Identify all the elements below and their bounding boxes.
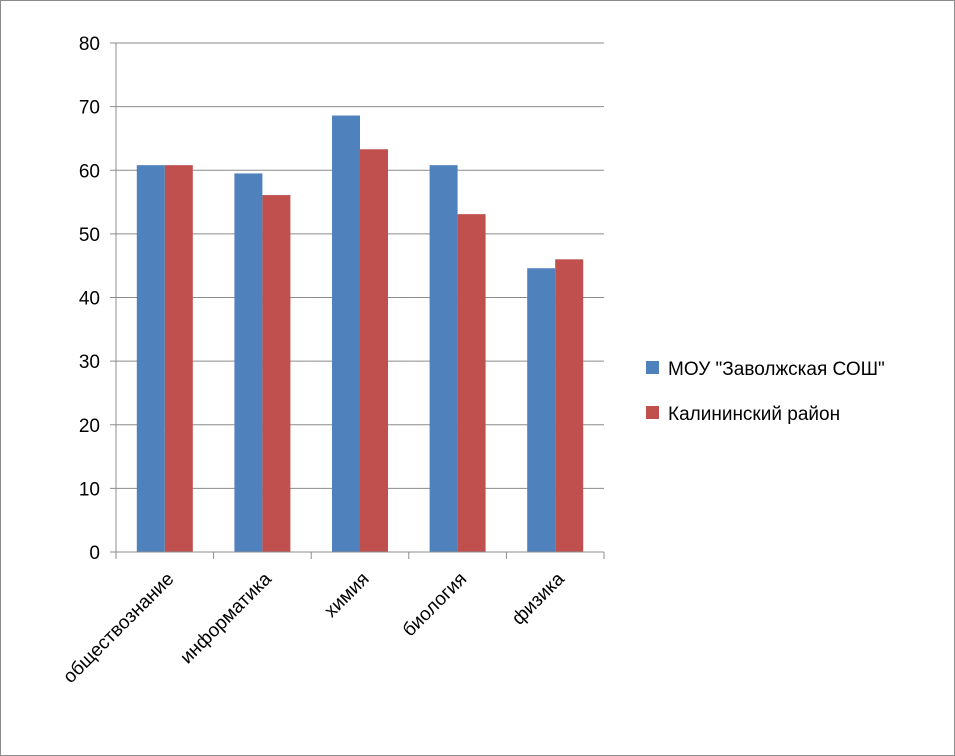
y-tick-label: 70 — [79, 98, 100, 119]
y-tick-label: 60 — [79, 161, 100, 182]
y-tick-label: 0 — [89, 543, 100, 564]
bar-district-0 — [164, 165, 193, 552]
legend-swatch — [646, 406, 659, 419]
bars — [136, 115, 584, 552]
x-category-label: обществознание — [59, 569, 178, 688]
bar-school-2 — [332, 115, 360, 552]
x-category-label: химия — [320, 569, 373, 622]
bar-school-0 — [136, 165, 165, 552]
bar-school-3 — [429, 165, 458, 552]
bar-district-1 — [262, 195, 291, 552]
y-tick-label: 40 — [79, 289, 100, 310]
legend-label: Калининский район — [668, 404, 840, 425]
bar-district-2 — [360, 149, 388, 552]
bar-district-3 — [457, 214, 486, 552]
x-category-label: информатика — [176, 568, 276, 668]
x-category-label: физика — [508, 568, 569, 629]
bar-district-4 — [555, 259, 584, 552]
y-tick-label: 50 — [79, 225, 100, 246]
x-category-label: биология — [399, 569, 471, 641]
y-tick-label: 20 — [79, 416, 100, 437]
y-tick-label: 80 — [79, 34, 100, 55]
legend-swatch — [646, 361, 659, 374]
y-tick-labels: 0 10 20 30 40 50 60 70 80 — [79, 34, 100, 564]
legend-label: МОУ "Заволжская СОШ" — [668, 359, 885, 380]
bar-school-4 — [527, 268, 556, 552]
y-tick-label: 10 — [79, 479, 100, 500]
legend: МОУ "Заволжская СОШ" Калининский район — [646, 359, 885, 425]
axes — [110, 42, 605, 559]
y-tick-label: 30 — [79, 352, 100, 373]
bar-school-1 — [234, 173, 263, 552]
